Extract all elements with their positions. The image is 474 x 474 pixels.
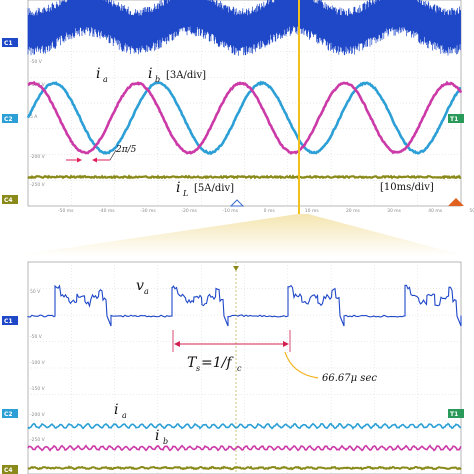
y-tick-label: -100 V <box>30 360 46 366</box>
marker-label: C2 <box>4 411 13 418</box>
label-ib-bottom-sub: b <box>163 437 168 446</box>
label-ib-sub: b <box>155 75 160 84</box>
marker-label: C1 <box>4 318 13 325</box>
ts-arrowhead-left <box>174 341 180 347</box>
time-tick-label: 10 ms <box>305 208 320 214</box>
ia-trace <box>26 80 462 156</box>
label-ia-sub: a <box>103 75 108 84</box>
top-traces <box>26 0 463 180</box>
marker-label: C1 <box>4 40 13 47</box>
y-tick-label: -250 V <box>30 437 46 443</box>
bottom-traces <box>27 284 462 471</box>
time-tick-label: 40 ms <box>428 208 443 214</box>
bottom-channel-marker-c2: C2 <box>2 409 18 418</box>
label-ia-bottom: i <box>114 402 118 418</box>
label-ts-rest: =1/f <box>201 355 234 371</box>
bottom-channel-marker-c4: C4 <box>2 465 18 474</box>
top-channel-marker-t1: T1 <box>448 114 464 123</box>
marker-label: T1 <box>450 411 458 418</box>
label-ts-sub: s <box>196 364 200 373</box>
time-tick-label: -30 ms <box>140 208 156 214</box>
bottom-channel-marker-t1: T1 <box>448 409 464 418</box>
period-pointer <box>284 351 319 379</box>
label-scale-ab: [3A/div] <box>166 70 206 81</box>
marker-label: T1 <box>450 116 458 123</box>
y-tick-label: -150 V <box>30 386 46 392</box>
y-tick-label: -50 V <box>30 334 43 340</box>
y-tick-label: -50 V <box>30 59 43 65</box>
time-tick-label: -50 ms <box>58 208 74 214</box>
y-tick-label: 50 V <box>30 289 41 295</box>
time-tick-label: -20 ms <box>181 208 197 214</box>
ia-zoomed-trace <box>27 422 462 430</box>
phase-arrowhead-right <box>92 157 97 163</box>
time-tick-label: 20 ms <box>346 208 361 214</box>
y-tick-label: -200 V <box>30 154 46 160</box>
time-tick-label: 30 ms <box>387 208 402 214</box>
time-tick-label: 0 ms <box>264 208 276 214</box>
label-va: v <box>136 278 144 294</box>
top-channel-marker-c2: C2 <box>2 114 18 123</box>
ib-zoomed-trace <box>27 444 462 452</box>
y-tick-label: -200 V <box>30 412 46 418</box>
phase-arrowhead-left <box>77 157 82 163</box>
trigger-marker-icon <box>229 199 245 207</box>
label-ia-bottom-sub: a <box>122 411 127 420</box>
bottom-channel-marker-c1: C1 <box>2 316 18 325</box>
label-scale-l: [5A/div] <box>194 183 234 194</box>
il-trace <box>27 174 462 180</box>
label-va-sub: a <box>144 287 149 296</box>
il-zoomed-trace <box>27 465 462 471</box>
corner-marker-icon <box>448 198 464 206</box>
label-il-sub: L <box>182 189 188 198</box>
label-ts-sub2: c <box>237 364 242 373</box>
y-tick-label: 5 A <box>30 114 38 120</box>
top-panel: -50 ms -40 ms -30 ms -20 ms -10 ms 0 ms 10 ms 2… <box>0 0 474 214</box>
label-period: 66.67μ sec <box>322 373 377 384</box>
label-timebase: [10ms/div] <box>380 182 434 193</box>
va-zoomed-trace <box>27 284 462 327</box>
bottom-grid <box>28 262 461 474</box>
marker-label: C4 <box>4 197 13 204</box>
time-tick-label: 50 ms <box>469 208 474 214</box>
marker-label: C2 <box>4 116 13 123</box>
label-phase: 2π/5 <box>115 145 137 155</box>
time-tick-label: -40 ms <box>99 208 115 214</box>
ib-trace <box>27 80 463 155</box>
top-channel-marker-c1: C1 <box>2 38 18 47</box>
label-ts: T <box>187 355 198 371</box>
label-il: i <box>176 180 180 196</box>
zoom-funnel <box>12 214 466 256</box>
top-channel-marker-c4: C4 <box>2 195 18 204</box>
time-tick-label: -10 ms <box>223 208 239 214</box>
marker-label: C4 <box>4 467 13 474</box>
bottom-trigger-marker-icon <box>233 266 239 271</box>
phase-pointer <box>109 149 117 161</box>
label-ib: i <box>148 66 152 82</box>
va-switching-trace <box>27 0 461 56</box>
bottom-panel: 50 V-50 V-100 V-150 V-200 V-250 V C1 C2 … <box>0 256 474 474</box>
bottom-tick-labels: 50 V -50 V -100 V -150 V -200 V -250 V <box>30 289 46 443</box>
label-ia: i <box>96 66 100 82</box>
ts-arrowhead-right <box>283 341 289 347</box>
label-ib-bottom: i <box>155 428 159 444</box>
y-tick-label: -250 V <box>30 182 46 188</box>
